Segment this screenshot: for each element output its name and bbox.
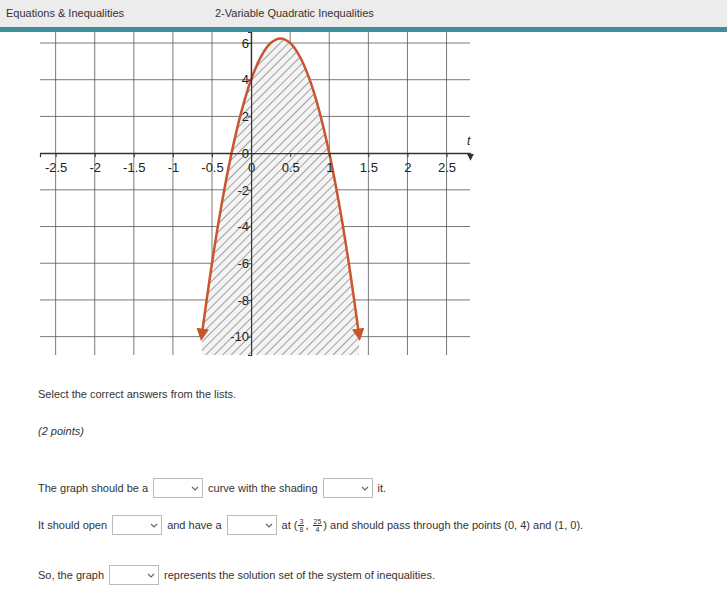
dropdown[interactable] xyxy=(112,515,162,535)
x-tick-label: -0.5 xyxy=(201,160,223,175)
dropdown[interactable] xyxy=(109,565,159,585)
x-tick-label: -2 xyxy=(89,160,101,175)
y-tick: 6 xyxy=(242,36,251,51)
points: (2 points) xyxy=(38,425,84,437)
header-rule xyxy=(0,27,727,32)
fraction: 38 xyxy=(298,518,304,533)
grid-line xyxy=(40,43,470,44)
numerator: 3 xyxy=(298,518,304,526)
x-tick-mark xyxy=(447,153,448,157)
text: It should open xyxy=(38,519,107,531)
x-tick: 1.5 xyxy=(360,153,378,175)
denominator: 8 xyxy=(299,526,303,533)
grid-line xyxy=(94,32,95,355)
x-tick-label: 1.5 xyxy=(360,160,378,175)
y-tick: 2 xyxy=(242,109,251,124)
grid-line xyxy=(133,32,134,355)
y-axis: -10 -8 -6 -4 -2 0 2 4 6 xyxy=(230,33,251,356)
x-tick-mark xyxy=(368,153,369,157)
header-bar: Equations & Inequalities 2-Variable Quadr… xyxy=(0,0,727,27)
x-axis-title: t xyxy=(467,134,471,148)
x-tick: -2.5 xyxy=(45,153,67,175)
y-tick: 0 xyxy=(242,146,251,161)
x-tick: -2 xyxy=(89,153,101,175)
x-tick-label: 1 xyxy=(326,160,333,175)
text: ) and should pass through the points (0,… xyxy=(323,519,583,531)
x-tick: -1 xyxy=(168,153,180,175)
y-tick-label: 0 xyxy=(242,146,249,161)
grid-line xyxy=(407,32,408,355)
text: at ( xyxy=(282,519,298,531)
x-axis-line xyxy=(41,154,471,158)
instruction: Select the correct answers from the list… xyxy=(38,388,236,400)
plot xyxy=(202,38,359,355)
y-tick: -8 xyxy=(238,293,252,308)
y-tick-label: -2 xyxy=(238,182,250,197)
x-tick: -1.5 xyxy=(123,153,145,175)
subject[interactable]: Equations & Inequalities xyxy=(6,7,124,19)
curve xyxy=(202,38,359,334)
y-tick: -6 xyxy=(238,256,252,271)
text: represents the solution set of the syste… xyxy=(164,569,435,581)
numerator: 25 xyxy=(313,518,323,526)
text: , xyxy=(305,519,311,531)
x-tick: 2.5 xyxy=(438,153,456,175)
x-tick: 1 xyxy=(326,153,333,175)
dropdown[interactable] xyxy=(227,515,277,535)
y-tick-label: -4 xyxy=(238,219,250,234)
x-tick-label: -2.5 xyxy=(45,160,67,175)
grid-line xyxy=(368,32,369,355)
y-tick: -4 xyxy=(238,219,252,234)
x-tick-mark xyxy=(407,153,408,157)
grid-line xyxy=(446,32,447,355)
y-tick-label: -8 xyxy=(238,293,250,308)
x-axis: -2.5-2-1.5-1-0.500.511.522.5 xyxy=(41,153,471,175)
x-tick-label: -1.5 xyxy=(123,160,145,175)
sentence: The graph should be a curve with the shad… xyxy=(38,478,386,498)
x-tick: 0.5 xyxy=(282,153,300,175)
x-tick-mark xyxy=(290,153,291,157)
x-tick: 2 xyxy=(404,153,411,175)
x-tick-mark xyxy=(56,153,57,157)
sentence: It should openand have aat (38, 254) and… xyxy=(38,515,583,535)
x-tick-mark xyxy=(134,153,135,157)
text: The graph should be a xyxy=(38,482,148,494)
shaded-region xyxy=(202,38,359,355)
lesson[interactable]: 2-Variable Quadratic Inequalities xyxy=(215,7,374,19)
dropdown[interactable] xyxy=(153,478,203,498)
x-tick-label: 0.5 xyxy=(282,160,300,175)
y-tick-label: -10 xyxy=(230,329,249,344)
x-tick-mark xyxy=(173,153,174,157)
sentence: So, the graph represents the solution set… xyxy=(38,565,435,585)
x-tick: -0.5 xyxy=(201,153,223,175)
dropdown[interactable] xyxy=(323,478,373,498)
grid xyxy=(40,32,470,355)
fraction: 254 xyxy=(313,518,323,533)
y-tick-label: 4 xyxy=(242,72,249,87)
y-tick-label: 6 xyxy=(242,36,249,51)
x-tick-mark xyxy=(212,153,213,157)
chart: -2.5 -2 -1.5 -1 -0.5 0 0.5 1 1.5 2 2.5 t -10 -8 -6 -4 -2… xyxy=(0,0,500,370)
denominator: 4 xyxy=(315,526,319,533)
x-tick-label: -1 xyxy=(168,160,180,175)
text: and have a xyxy=(167,519,221,531)
grid-line xyxy=(55,32,56,355)
y-tick-label: -6 xyxy=(238,256,250,271)
x-tick-label: 2 xyxy=(404,160,411,175)
text: curve with the shading xyxy=(208,482,317,494)
y-tick: 4 xyxy=(242,72,251,87)
x-tick-mark xyxy=(95,153,96,157)
text: it. xyxy=(378,482,387,494)
grid-line xyxy=(172,32,173,355)
x-tick-mark xyxy=(329,153,330,157)
text: So, the graph xyxy=(38,569,104,581)
x-tick-label: 2.5 xyxy=(438,160,456,175)
y-tick: -2 xyxy=(238,182,252,197)
y-tick-label: 2 xyxy=(242,109,249,124)
y-tick: -10 xyxy=(230,329,251,344)
